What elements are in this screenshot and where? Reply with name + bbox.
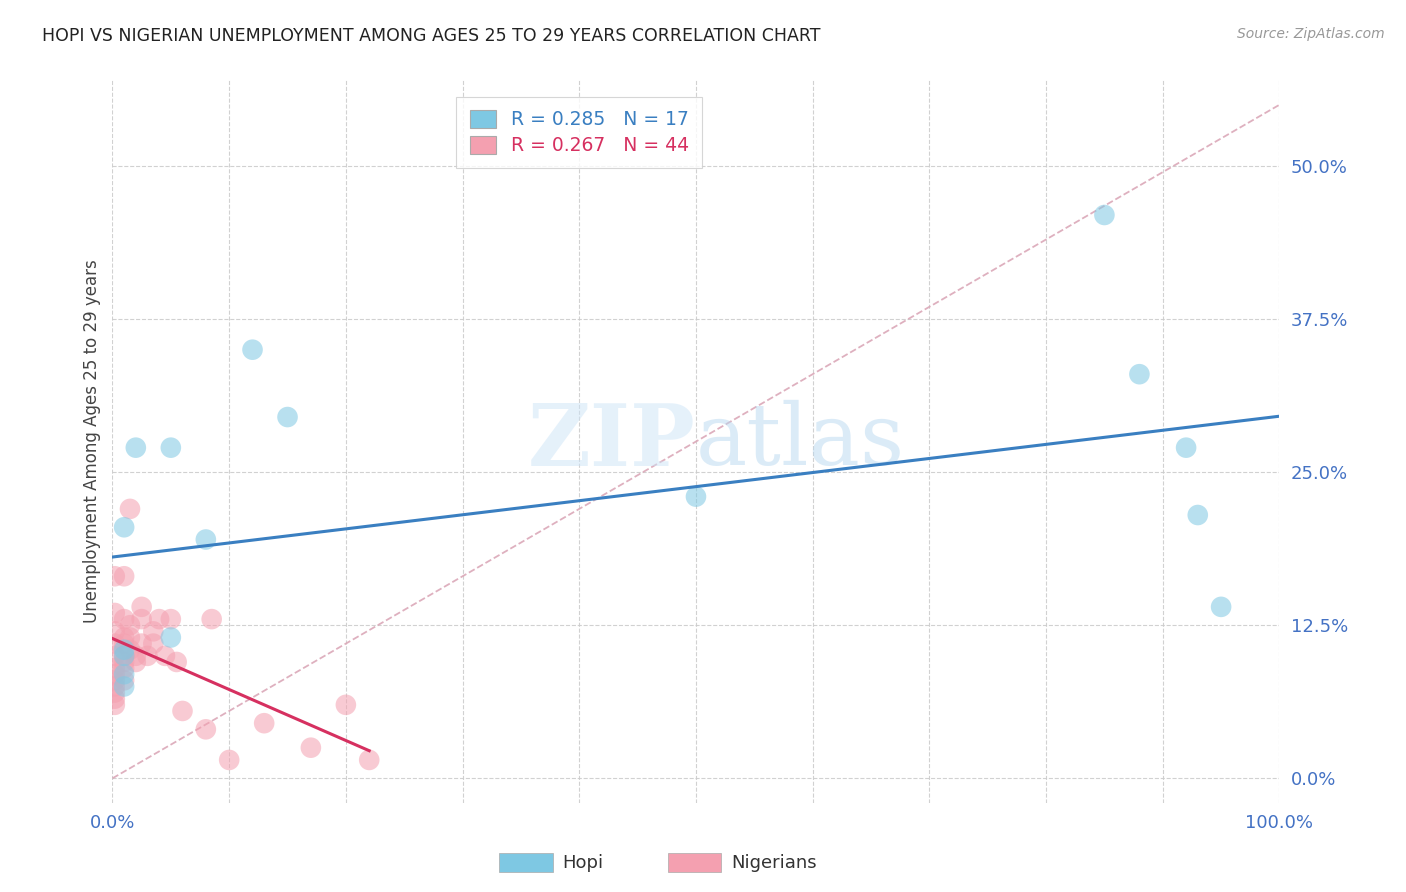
Point <box>194 533 217 547</box>
Point <box>242 343 264 357</box>
Point <box>131 612 153 626</box>
Point <box>104 569 127 583</box>
Point <box>1209 599 1232 614</box>
Point <box>1094 208 1116 222</box>
Point <box>118 502 141 516</box>
Point <box>104 673 127 688</box>
Point <box>166 655 188 669</box>
Point <box>118 642 141 657</box>
Point <box>112 661 135 675</box>
Point <box>142 624 165 639</box>
Point <box>104 624 127 639</box>
Point <box>112 642 135 657</box>
Point <box>160 441 183 455</box>
Point <box>276 410 298 425</box>
Point <box>118 631 141 645</box>
Point <box>253 716 276 731</box>
Y-axis label: Unemployment Among Ages 25 to 29 years: Unemployment Among Ages 25 to 29 years <box>83 260 101 624</box>
Point <box>112 673 135 688</box>
Point <box>104 606 127 620</box>
Text: atlas: atlas <box>696 400 905 483</box>
Point <box>104 698 127 712</box>
Point <box>112 520 135 534</box>
Point <box>112 637 135 651</box>
Point <box>194 723 217 737</box>
Point <box>153 648 176 663</box>
Text: Source: ZipAtlas.com: Source: ZipAtlas.com <box>1237 27 1385 41</box>
Point <box>112 667 135 681</box>
Point <box>112 648 135 663</box>
Point <box>201 612 224 626</box>
Legend: R = 0.285   N = 17, R = 0.267   N = 44: R = 0.285 N = 17, R = 0.267 N = 44 <box>457 97 702 169</box>
Point <box>136 648 159 663</box>
Point <box>112 631 135 645</box>
Point <box>148 612 170 626</box>
Point <box>1175 441 1198 455</box>
Point <box>142 637 165 651</box>
Text: HOPI VS NIGERIAN UNEMPLOYMENT AMONG AGES 25 TO 29 YEARS CORRELATION CHART: HOPI VS NIGERIAN UNEMPLOYMENT AMONG AGES… <box>42 27 821 45</box>
Point <box>104 661 127 675</box>
Text: Hopi: Hopi <box>562 854 603 871</box>
Point <box>131 637 153 651</box>
Point <box>118 618 141 632</box>
Point <box>1187 508 1209 522</box>
Point <box>172 704 194 718</box>
Point <box>299 740 322 755</box>
Point <box>112 648 135 663</box>
Point <box>125 441 148 455</box>
Point <box>104 691 127 706</box>
Point <box>359 753 381 767</box>
Point <box>1128 367 1150 381</box>
Point <box>104 648 127 663</box>
Point <box>335 698 357 712</box>
Point <box>218 753 240 767</box>
Point <box>160 631 183 645</box>
Point <box>112 655 135 669</box>
Point <box>131 599 153 614</box>
Text: Nigerians: Nigerians <box>731 854 817 871</box>
Point <box>104 685 127 699</box>
Point <box>112 680 135 694</box>
Point <box>104 667 127 681</box>
Point <box>685 490 707 504</box>
Point <box>125 648 148 663</box>
Text: ZIP: ZIP <box>529 400 696 483</box>
Point <box>125 655 148 669</box>
Point <box>112 569 135 583</box>
Point <box>112 612 135 626</box>
Point <box>104 680 127 694</box>
Point <box>160 612 183 626</box>
Point <box>104 637 127 651</box>
